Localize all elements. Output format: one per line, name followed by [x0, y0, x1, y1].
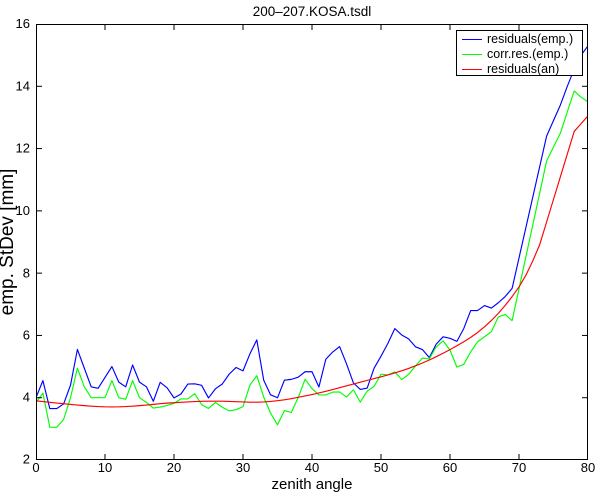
svg-text:40: 40	[305, 460, 319, 475]
svg-text:200–207.KOSA.tsdl: 200–207.KOSA.tsdl	[253, 4, 372, 19]
svg-text:6: 6	[23, 328, 30, 343]
svg-text:zenith angle: zenith angle	[272, 476, 353, 493]
svg-text:20: 20	[167, 460, 181, 475]
svg-text:70: 70	[512, 460, 526, 475]
svg-text:corr.res.(emp.): corr.res.(emp.)	[487, 47, 568, 61]
svg-text:8: 8	[23, 266, 30, 281]
svg-text:residuals(an): residuals(an)	[487, 62, 559, 76]
svg-text:0: 0	[32, 460, 39, 475]
svg-text:12: 12	[16, 141, 30, 156]
svg-text:30: 30	[236, 460, 250, 475]
svg-text:80: 80	[581, 460, 595, 475]
svg-text:2: 2	[23, 452, 30, 467]
svg-text:16: 16	[16, 16, 30, 31]
svg-text:50: 50	[374, 460, 388, 475]
svg-text:14: 14	[16, 79, 30, 94]
svg-text:residuals(emp.): residuals(emp.)	[487, 32, 573, 46]
svg-text:4: 4	[23, 390, 30, 405]
svg-text:10: 10	[98, 460, 112, 475]
svg-text:60: 60	[443, 460, 457, 475]
svg-text:emp. StDev [mm]: emp. StDev [mm]	[0, 169, 18, 316]
